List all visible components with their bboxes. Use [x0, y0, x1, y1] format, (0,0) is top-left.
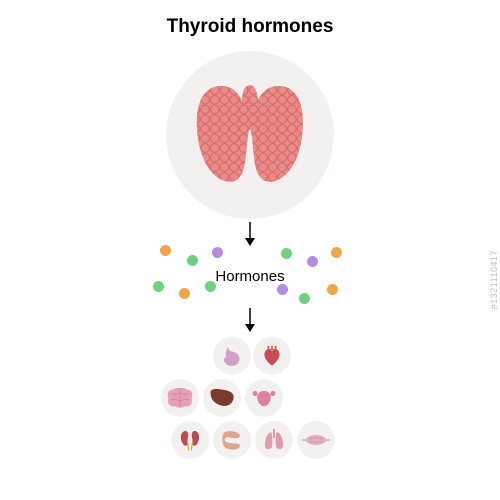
- hormone-dot: [281, 248, 292, 259]
- arrow-hormones-to-organs: [244, 308, 256, 332]
- page-title: Thyroid hormones: [0, 16, 500, 38]
- stock-id-watermark: #1321110417: [489, 250, 499, 309]
- reproductive-organ: [245, 379, 283, 417]
- stomach-organ: [213, 337, 251, 375]
- intestine-organ: [213, 421, 251, 459]
- hormone-dot: [327, 284, 338, 295]
- hormone-dot: [187, 255, 198, 266]
- arrow-thyroid-to-hormones: [244, 222, 256, 246]
- hormone-dot: [299, 293, 310, 304]
- thyroid-gland: [166, 51, 334, 219]
- brain-organ: [161, 379, 199, 417]
- hormone-dot: [212, 247, 223, 258]
- liver-organ: [203, 379, 241, 417]
- hormone-dot: [307, 256, 318, 267]
- hormone-dot: [179, 288, 190, 299]
- hormone-dot: [277, 284, 288, 295]
- hormone-dot: [331, 247, 342, 258]
- heart-organ: [253, 337, 291, 375]
- hormones-label: Hormones: [0, 268, 500, 285]
- hormone-dot: [160, 245, 171, 256]
- muscle-organ: [297, 421, 335, 459]
- kidneys-organ: [171, 421, 209, 459]
- thyroid-icon: [181, 66, 319, 204]
- lungs-organ: [255, 421, 293, 459]
